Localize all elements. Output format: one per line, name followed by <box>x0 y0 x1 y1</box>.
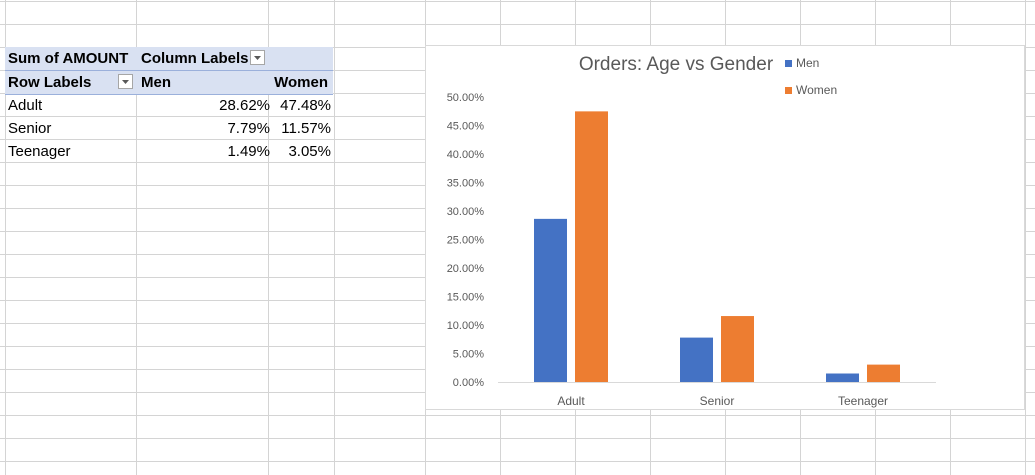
chart-container[interactable]: Orders: Age vs Gender 0.00% 5.00% 10.00% 15.… <box>425 45 1025 410</box>
legend-label: Men <box>796 56 819 70</box>
bar-men-teenager[interactable] <box>826 373 859 382</box>
bar-men-senior[interactable] <box>680 337 713 382</box>
bar-women-senior[interactable] <box>721 316 754 382</box>
y-tick-label: 45.00% <box>447 121 485 133</box>
x-tick-label: Adult <box>557 394 585 408</box>
y-tick-label: 0.00% <box>453 377 484 389</box>
legend-swatch <box>785 60 792 67</box>
y-tick-label: 50.00% <box>447 92 485 104</box>
bar-men-adult[interactable] <box>534 218 567 382</box>
x-tick-label: Senior <box>700 394 735 408</box>
legend-swatch <box>785 87 792 94</box>
y-tick-label: 10.00% <box>447 320 485 332</box>
y-tick-label: 40.00% <box>447 149 485 161</box>
column-labels-filter-dropdown[interactable] <box>250 50 265 65</box>
chart-title: Orders: Age vs Gender <box>579 54 774 75</box>
y-tick-label: 30.00% <box>447 206 485 218</box>
chevron-down-icon <box>254 56 261 60</box>
legend-label: Women <box>796 83 837 97</box>
row-labels-filter-dropdown[interactable] <box>118 74 133 89</box>
y-tick-label: 5.00% <box>453 349 484 361</box>
y-tick-label: 20.00% <box>447 263 485 275</box>
y-tick-label: 25.00% <box>447 235 485 247</box>
y-tick-label: 35.00% <box>447 178 485 190</box>
chevron-down-icon <box>122 80 129 84</box>
bar-women-adult[interactable] <box>575 111 608 382</box>
bar-chart: Orders: Age vs Gender 0.00% 5.00% 10.00% 15.… <box>447 54 936 408</box>
x-tick-label: Teenager <box>838 394 888 408</box>
bar-women-teenager[interactable] <box>867 364 900 382</box>
y-tick-label: 15.00% <box>447 292 485 304</box>
